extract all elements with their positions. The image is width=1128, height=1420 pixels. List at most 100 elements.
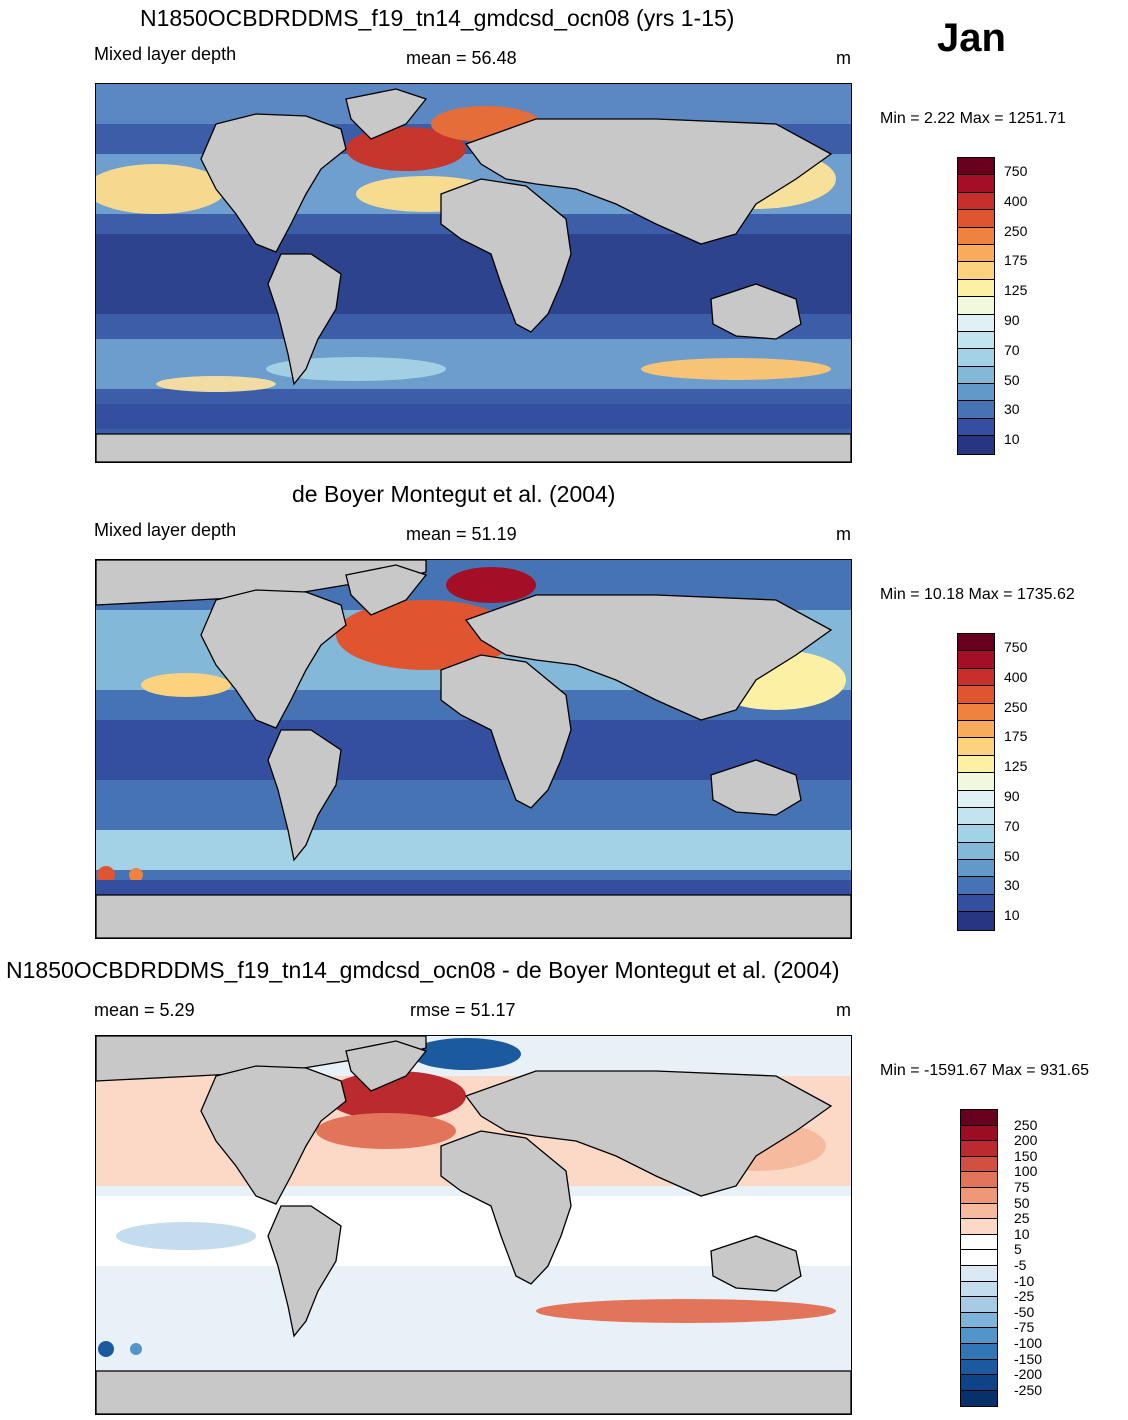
colorbar-tick-label: 150 xyxy=(1014,1147,1038,1164)
colorbar-tick-label: 30 xyxy=(1004,877,1020,894)
panel-2-variable-label: Mixed layer depth xyxy=(94,520,237,540)
panel-1-title: N1850OCBDRDDMS_f19_tn14_gmdcsd_ocn08 (yr… xyxy=(140,5,735,31)
colorbar-tick-label: 50 xyxy=(1004,847,1020,864)
colorbar-swatch xyxy=(958,366,994,385)
panel-1-variable-label: Mixed layer depth xyxy=(94,44,237,64)
colorbar-tick-label: 750 xyxy=(1004,163,1028,179)
colorbar-tick-label: 125 xyxy=(1004,758,1028,775)
colorbar-swatch xyxy=(961,1187,997,1204)
panel-2-units: m xyxy=(836,524,851,544)
colorbar-tick-label: -200 xyxy=(1014,1366,1043,1383)
colorbar-tick-label: 175 xyxy=(1004,728,1028,745)
colorbar-tick-label: 5 xyxy=(1014,1241,1022,1258)
colorbar-tick-label: 250 xyxy=(1004,698,1028,715)
colorbar-swatch xyxy=(958,210,994,228)
colorbar-swatch xyxy=(958,773,994,791)
colorbar-tick-label: 250 xyxy=(1014,1116,1038,1133)
colorbar-tick-label: 70 xyxy=(1004,817,1020,834)
colorbar-swatch xyxy=(961,1359,997,1376)
colorbar-swatch xyxy=(961,1234,997,1251)
panel-1-colorbar xyxy=(957,157,995,455)
colorbar-swatch xyxy=(958,418,994,437)
colorbar-tick-label: 10 xyxy=(1004,907,1020,924)
colorbar-swatch xyxy=(958,349,994,367)
panel-2-title: de Boyer Montegut et al. (2004) xyxy=(292,481,616,507)
colorbar-swatch xyxy=(958,634,994,652)
colorbar-swatch xyxy=(958,279,994,298)
colorbar-tick-label: -150 xyxy=(1014,1350,1043,1367)
colorbar-swatch xyxy=(958,807,994,826)
colorbar-swatch xyxy=(958,384,994,402)
colorbar-swatch xyxy=(958,720,994,739)
colorbar-swatch xyxy=(961,1343,997,1360)
panel-3-rmse: rmse = 51.17 xyxy=(410,1000,516,1020)
colorbar-swatch xyxy=(961,1141,997,1157)
panel-3-units: m xyxy=(836,1000,851,1020)
panel-1-units: m xyxy=(836,48,851,68)
colorbar-swatch xyxy=(958,175,994,193)
colorbar-swatch xyxy=(961,1328,997,1344)
colorbar-swatch xyxy=(958,297,994,315)
colorbar-swatch xyxy=(961,1250,997,1266)
colorbar-swatch xyxy=(961,1172,997,1188)
panel-1-mean: mean = 56.48 xyxy=(406,48,517,68)
colorbar-tick-label: -75 xyxy=(1014,1319,1035,1336)
colorbar-swatch xyxy=(958,651,994,669)
colorbar-tick-label: -5 xyxy=(1014,1257,1027,1273)
colorbar-swatch xyxy=(958,401,994,419)
colorbar-swatch xyxy=(958,331,994,350)
colorbar-swatch xyxy=(961,1390,997,1407)
panel-3-colorbar xyxy=(960,1109,998,1408)
colorbar-swatch xyxy=(958,158,994,176)
colorbar-swatch xyxy=(958,790,994,808)
panel-2-colorbar xyxy=(957,633,995,931)
colorbar-tick-label: -25 xyxy=(1014,1288,1035,1305)
colorbar-swatch xyxy=(961,1125,997,1142)
colorbar-tick-label: 200 xyxy=(1014,1132,1038,1149)
colorbar-tick-label: 750 xyxy=(1004,639,1028,655)
colorbar-swatch xyxy=(961,1265,997,1282)
panel-3-title: N1850OCBDRDDMS_f19_tn14_gmdcsd_ocn08 - d… xyxy=(6,957,840,983)
colorbar-swatch xyxy=(961,1110,997,1126)
colorbar-tick-label: 50 xyxy=(1004,371,1020,388)
colorbar-tick-label: -50 xyxy=(1014,1303,1035,1320)
colorbar-swatch xyxy=(961,1156,997,1173)
colorbar-tick-label: 10 xyxy=(1014,1225,1030,1242)
panel-2-mean: mean = 51.19 xyxy=(406,524,517,544)
colorbar-swatch xyxy=(958,436,994,454)
colorbar-tick-label: 90 xyxy=(1004,788,1020,804)
colorbar-swatch xyxy=(958,860,994,878)
colorbar-tick-label: 400 xyxy=(1004,668,1028,685)
colorbar-swatch xyxy=(961,1219,997,1235)
colorbar-tick-label: 250 xyxy=(1004,222,1028,239)
colorbar-swatch xyxy=(958,244,994,263)
colorbar-swatch xyxy=(958,912,994,930)
colorbar-swatch xyxy=(961,1312,997,1329)
colorbar-tick-label: 10 xyxy=(1004,431,1020,448)
colorbar-swatch xyxy=(958,703,994,721)
panel-2-map xyxy=(95,559,852,939)
colorbar-tick-label: -10 xyxy=(1014,1272,1035,1289)
colorbar-tick-label: 100 xyxy=(1014,1163,1038,1180)
colorbar-tick-label: 70 xyxy=(1004,341,1020,358)
colorbar-swatch xyxy=(958,894,994,913)
colorbar-tick-label: 30 xyxy=(1004,401,1020,418)
panel-3-map xyxy=(95,1035,852,1415)
colorbar-swatch xyxy=(958,686,994,704)
colorbar-swatch xyxy=(958,877,994,895)
colorbar-swatch xyxy=(961,1297,997,1313)
colorbar-swatch xyxy=(961,1203,997,1220)
panel-1-minmax: Min = 2.22 Max = 1251.71 xyxy=(880,110,1066,127)
panel-3-mean: mean = 5.29 xyxy=(94,1000,195,1020)
colorbar-swatch xyxy=(958,842,994,861)
colorbar-swatch xyxy=(958,227,994,245)
colorbar-swatch xyxy=(958,668,994,687)
colorbar-tick-label: -100 xyxy=(1014,1335,1043,1351)
month-label: Jan xyxy=(937,16,1006,60)
colorbar-tick-label: -250 xyxy=(1014,1381,1043,1398)
colorbar-tick-label: 90 xyxy=(1004,312,1020,328)
colorbar-swatch xyxy=(958,314,994,332)
colorbar-tick-label: 400 xyxy=(1004,192,1028,209)
colorbar-swatch xyxy=(958,825,994,843)
colorbar-swatch xyxy=(961,1375,997,1391)
